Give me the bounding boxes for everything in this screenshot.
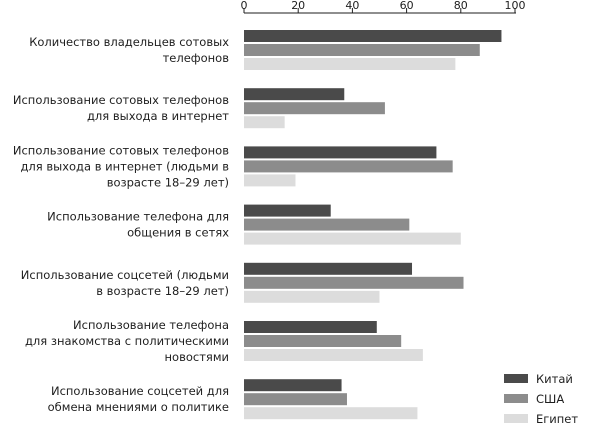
category-label-line: в возрасте 18–29 лет) [96, 284, 229, 298]
category-label: Использование соцсетей для обмена мнениям… [48, 384, 229, 414]
bar-china [244, 30, 502, 42]
x-tick-label: 100 [505, 0, 526, 12]
bar-egypt [244, 58, 456, 70]
category-label-line: Использование сотовых телефонов [13, 93, 229, 107]
category-label-line: телефонов [163, 51, 230, 65]
category-label-line: для выхода в интернет [87, 109, 229, 123]
bar-usa [244, 276, 464, 289]
category-label-line: Количество владельцев сотовых [29, 35, 229, 49]
category-label: Использование сотовых телефонов для выход… [13, 93, 229, 123]
bar-egypt [244, 290, 380, 303]
category-label-line: для знакомства с политическими [25, 334, 229, 348]
category-label: Использование телефона для общения в сетя… [47, 210, 229, 240]
bar-egypt [244, 407, 418, 420]
bar-china [244, 88, 345, 101]
bar-egypt [244, 174, 296, 187]
bar-usa [244, 102, 385, 115]
bar-usa [244, 335, 402, 347]
bar-china [244, 146, 437, 159]
x-axis: 0 20 40 60 80 100 [241, 0, 526, 14]
category-label: Количество владельцев сотовых телефонов [29, 35, 229, 65]
legend-swatch [504, 394, 528, 403]
bar-egypt [244, 349, 423, 361]
category-labels: Количество владельцев сотовых телефонов Ис… [13, 35, 229, 414]
category-label: Использование сотовых телефонов для выход… [13, 143, 229, 189]
category-label-line: Использование сотовых телефонов [13, 143, 229, 157]
bar-usa [244, 44, 480, 56]
category-label-line: Использование телефона [73, 318, 229, 332]
category-label: Использование соцсетей (людьми в возрасте… [21, 268, 229, 298]
bar-china [244, 262, 413, 275]
legend: Китай США Египет [504, 372, 578, 426]
category-label-line: обмена мнениями о политике [48, 400, 229, 414]
x-tick-label: 40 [345, 0, 359, 12]
bar-china [244, 204, 331, 217]
x-tick-label: 0 [241, 0, 248, 12]
legend-swatch [504, 414, 528, 423]
bar-china [244, 321, 377, 333]
x-tick-label: 60 [400, 0, 414, 12]
legend-label: США [536, 392, 564, 406]
bar-usa [244, 160, 453, 173]
category-label-line: общения в сетях [127, 226, 229, 240]
legend-swatch [504, 374, 528, 383]
x-tick-label: 20 [291, 0, 305, 12]
bars [244, 30, 502, 420]
category-label-line: новостями [165, 350, 229, 364]
category-label: Использование телефона для знакомства с п… [25, 318, 229, 364]
bar-china [244, 379, 342, 392]
category-label-line: возрасте 18–29 лет) [107, 175, 229, 189]
category-label-line: для выхода в интернет (людьми в [20, 159, 229, 173]
bar-usa [244, 393, 347, 406]
legend-label: Китай [536, 372, 573, 386]
legend-label: Египет [536, 412, 578, 426]
bar-egypt [244, 232, 461, 245]
bar-usa [244, 218, 410, 231]
category-label-line: Использование телефона для [47, 210, 229, 224]
category-label-line: Использование соцсетей (людьми [21, 268, 229, 282]
category-label-line: Использование соцсетей для [51, 384, 229, 398]
x-tick-label: 80 [454, 0, 468, 12]
bar-egypt [244, 116, 285, 129]
